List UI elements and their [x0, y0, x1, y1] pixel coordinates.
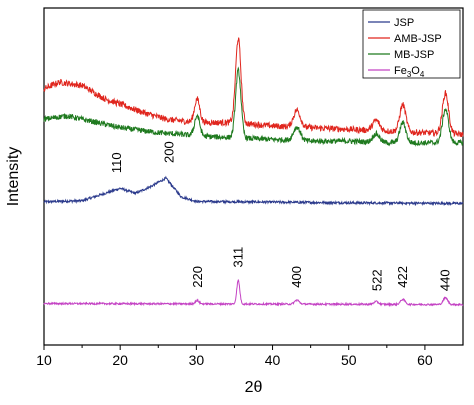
legend-label: MB-JSP [394, 49, 434, 61]
peak-label-440: 440 [437, 269, 452, 291]
x-axis-title: 2θ [245, 379, 263, 396]
peak-label-311: 311 [230, 247, 245, 268]
peak-label-110: 110 [109, 152, 124, 173]
plot-area [43, 7, 464, 346]
x-tick-label: 10 [36, 352, 52, 368]
legend-label: AMB-JSP [394, 33, 442, 45]
x-tick-label: 40 [265, 352, 281, 368]
series-line-mb-jsp [43, 66, 464, 147]
peak-annotations: 110 200 220 311 400 522 422 440 [109, 141, 452, 291]
x-tick-label: 30 [189, 352, 205, 368]
legend-label: JSP [394, 17, 414, 29]
series-line-fe3o4 [43, 278, 464, 308]
peak-label-422: 422 [395, 266, 410, 288]
y-axis-title: Intensity [5, 147, 22, 207]
peak-label-200: 200 [162, 141, 177, 163]
x-tick-label: 50 [341, 352, 357, 368]
x-tick-label: 20 [112, 352, 128, 368]
peak-label-220: 220 [190, 266, 205, 288]
legend-label: Fe3O4 [394, 65, 425, 79]
series-lines [43, 37, 464, 308]
peak-label-522: 522 [370, 269, 385, 291]
series-line-amb-jsp [43, 37, 464, 138]
x-axis-ticks: 10 20 30 40 50 60 [36, 345, 433, 368]
plot-frame [43, 7, 464, 346]
x-tick-label: 60 [417, 352, 433, 368]
peak-label-400: 400 [289, 266, 304, 288]
legend-box [362, 9, 461, 79]
legend: JSP AMB-JSP MB-JSP Fe3O4 [362, 9, 461, 79]
series-line-jsp [43, 175, 464, 207]
